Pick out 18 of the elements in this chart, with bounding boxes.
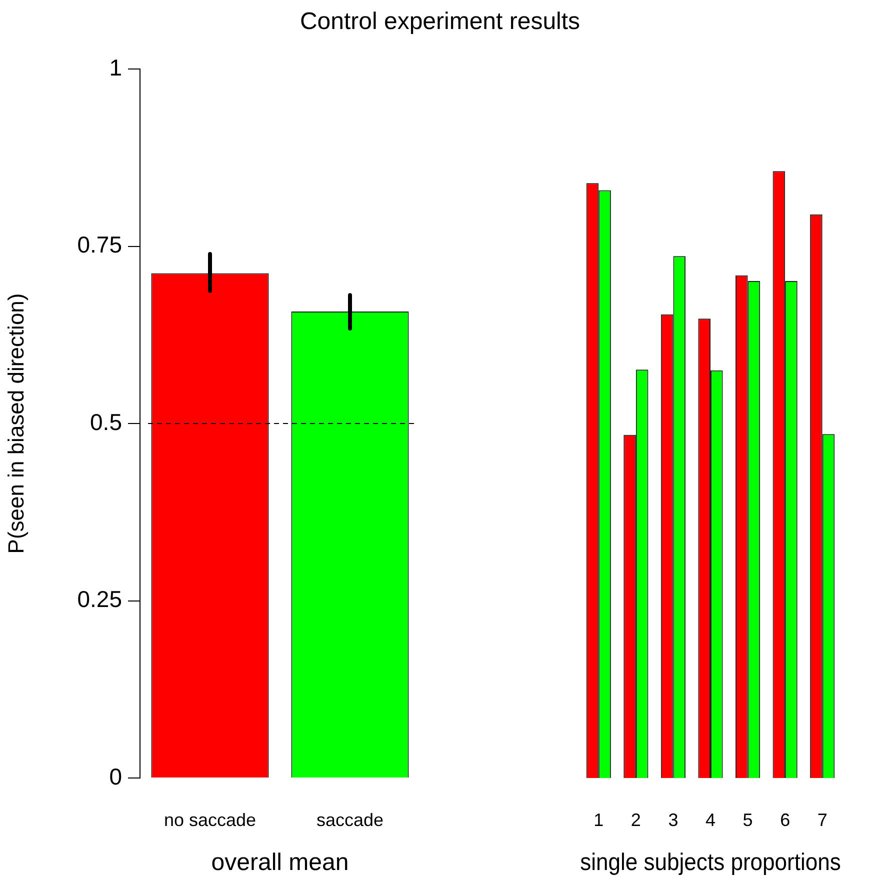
y-axis-title: P(seen in biased direction) (3, 293, 28, 554)
y-tick-label: 0 (109, 763, 122, 790)
y-tick-label: 0.75 (77, 232, 122, 258)
x-tick-label: 7 (817, 810, 828, 830)
x-tick-label: no saccade (164, 810, 256, 830)
x-axis-title: single subjects proportions (580, 848, 841, 876)
x-axis-title: overall mean (211, 849, 349, 876)
x-tick-label: 2 (630, 810, 641, 830)
x-tick-label: 6 (780, 810, 790, 830)
x-tick-label: saccade (316, 810, 384, 830)
x-tick-label: 5 (742, 810, 753, 830)
x-tick-label: 1 (594, 810, 604, 830)
y-tick-label: 0.25 (77, 586, 122, 612)
y-tick-label: 1 (109, 54, 122, 80)
x-tick-label: 3 (668, 810, 678, 830)
x-tick-label: 4 (705, 810, 716, 830)
chart-title: Control experiment results (298, 8, 582, 36)
y-tick-label: 0.5 (90, 408, 122, 435)
